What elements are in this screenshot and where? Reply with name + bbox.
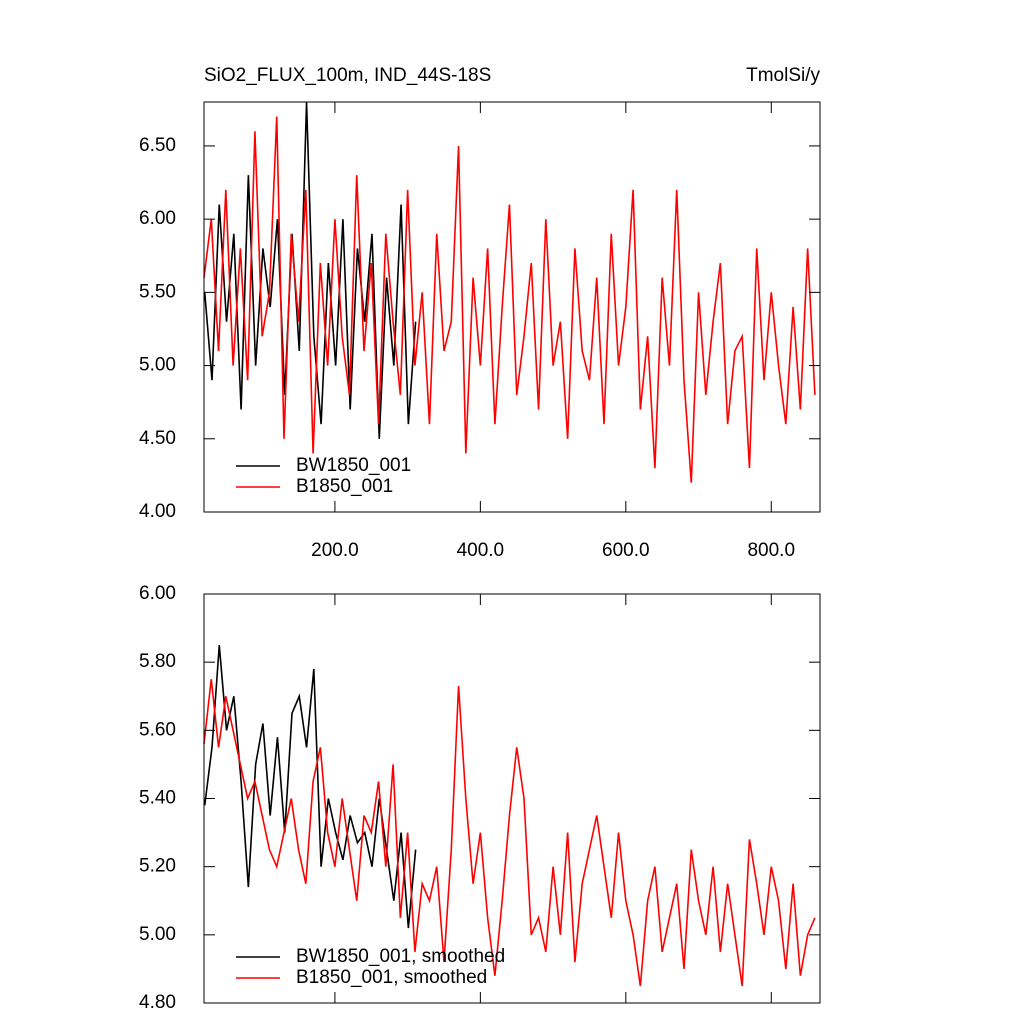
y-tick-label: 5.50 <box>139 281 176 302</box>
y-tick-label: 5.60 <box>139 719 176 740</box>
series-line <box>203 116 816 483</box>
chart-subtitle: TmolSi/y <box>746 65 820 86</box>
legend-label: BW1850_001, smoothed <box>296 946 505 967</box>
x-tick-label: 600.0 <box>602 540 650 561</box>
x-tick-label: 200.0 <box>311 540 359 561</box>
x-tick-label: 400.0 <box>457 540 505 561</box>
legend-label: B1850_001 <box>296 476 393 497</box>
y-tick-label: 4.80 <box>139 992 176 1013</box>
legend-label: BW1850_001 <box>296 455 411 476</box>
chart-title: SiO2_FLUX_100m, IND_44S-18S <box>204 65 491 86</box>
series-line <box>203 679 816 987</box>
y-tick-label: 6.50 <box>139 135 176 156</box>
series-line <box>203 645 417 929</box>
y-tick-label: 5.40 <box>139 788 176 809</box>
y-tick-label: 5.00 <box>139 355 176 376</box>
series-line <box>203 101 417 439</box>
y-tick-label: 4.00 <box>139 501 176 522</box>
y-tick-label: 6.00 <box>139 583 176 604</box>
plot-frame <box>203 101 821 513</box>
x-tick-label: 800.0 <box>747 540 795 561</box>
legend-label: B1850_001, smoothed <box>296 967 487 988</box>
y-tick-label: 5.80 <box>139 651 176 672</box>
y-tick-label: 4.50 <box>139 428 176 449</box>
y-tick-label: 5.00 <box>139 924 176 945</box>
y-tick-label: 6.00 <box>139 208 176 229</box>
y-tick-label: 5.20 <box>139 856 176 877</box>
